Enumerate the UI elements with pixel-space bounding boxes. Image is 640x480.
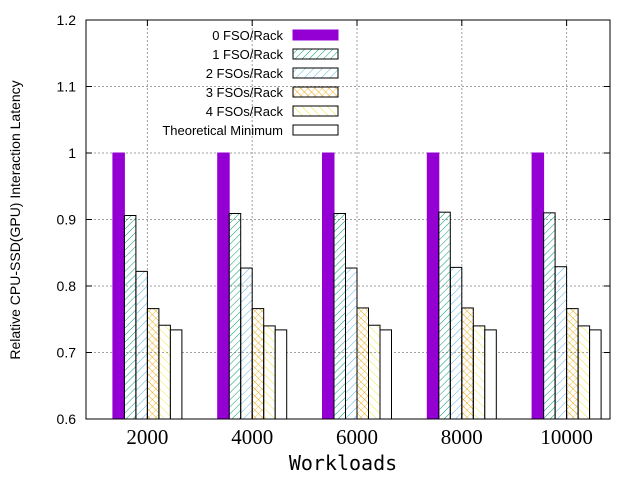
x-tick-label: 6000 bbox=[336, 425, 378, 449]
bars bbox=[112, 152, 602, 420]
bar bbox=[484, 329, 497, 420]
x-tick-label: 2000 bbox=[126, 425, 168, 449]
y-tick-label: 1.1 bbox=[57, 79, 77, 95]
bar bbox=[566, 308, 579, 420]
bar bbox=[274, 329, 288, 420]
bar bbox=[333, 213, 346, 420]
bar bbox=[123, 215, 137, 420]
bar bbox=[543, 212, 556, 420]
bar bbox=[217, 152, 230, 420]
legend-swatch bbox=[292, 29, 339, 41]
y-axis-label: Relative CPU-SSD(GPU) Interaction Latenc… bbox=[7, 80, 23, 360]
bar bbox=[158, 324, 171, 420]
legend: 0 FSO/Rack 1 FSO/Rack 2 FSOs/Rack 3 FSOs/Ra… bbox=[162, 28, 339, 138]
legend-swatch bbox=[292, 124, 339, 136]
bar bbox=[251, 308, 265, 420]
bar bbox=[438, 211, 451, 420]
y-tick-label: 0.8 bbox=[57, 278, 77, 294]
bar bbox=[449, 266, 463, 420]
legend-label: Theoretical Minimum bbox=[162, 123, 283, 138]
x-tick-label: 4000 bbox=[231, 425, 273, 449]
bar bbox=[577, 325, 591, 420]
bar bbox=[322, 152, 335, 420]
bar bbox=[472, 325, 486, 420]
legend-label: 4 FSOs/Rack bbox=[206, 104, 284, 119]
x-tick-label: 8000 bbox=[441, 425, 483, 449]
bar bbox=[368, 324, 381, 420]
bar bbox=[345, 267, 358, 420]
bar bbox=[356, 307, 369, 420]
x-axis-label: Workloads bbox=[288, 451, 398, 475]
y-tick-label: 0.6 bbox=[57, 411, 77, 427]
legend-swatch bbox=[292, 105, 339, 117]
y-tick-label: 0.9 bbox=[57, 212, 77, 228]
legend-swatch bbox=[292, 67, 339, 79]
bar bbox=[228, 213, 242, 420]
legend-label: 2 FSOs/Rack bbox=[206, 66, 284, 81]
bar bbox=[426, 152, 440, 420]
legend-label: 1 FSO/Rack bbox=[212, 47, 283, 62]
bar bbox=[135, 270, 148, 420]
y-tick-label: 0.7 bbox=[57, 345, 77, 361]
bar bbox=[240, 267, 253, 420]
x-tick-label: 10000 bbox=[540, 425, 593, 449]
bar bbox=[554, 266, 568, 420]
bar bbox=[263, 325, 276, 420]
legend-label: 0 FSO/Rack bbox=[212, 28, 283, 43]
bar bbox=[589, 329, 602, 420]
legend-swatch bbox=[292, 48, 339, 60]
legend-swatch bbox=[292, 86, 339, 98]
bar bbox=[169, 329, 183, 420]
bar bbox=[379, 329, 392, 420]
y-tick-label: 1 bbox=[68, 145, 76, 161]
bar bbox=[112, 152, 125, 420]
legend-label: 3 FSOs/Rack bbox=[206, 85, 284, 100]
y-tick-label: 1.2 bbox=[57, 12, 77, 28]
bar bbox=[531, 152, 545, 420]
bar bbox=[461, 307, 474, 420]
axis-ticks: 0.6 0.7 0.8 0.9 1 1.1 1.2 2000 4000 6000 8000 10000 bbox=[57, 12, 610, 449]
bar bbox=[146, 308, 160, 420]
